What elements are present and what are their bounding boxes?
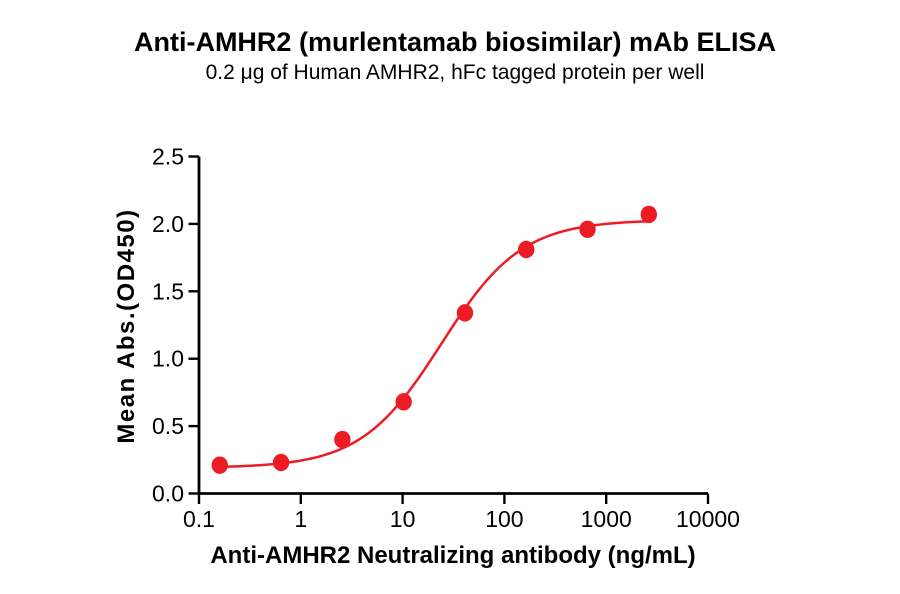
x-axis-label: Anti-AMHR2 Neutralizing antibody (ng/mL): [210, 542, 696, 569]
data-point-dot: [518, 240, 535, 259]
data-point-dot: [579, 220, 596, 238]
x-tick-label: 1000: [581, 506, 632, 532]
fit-curve: [218, 220, 651, 469]
data-point-dot: [211, 456, 228, 474]
tick-group: 0.1 1 10 100 1000 10000 0.0 0.5 1.0 1.5 2.0 2.5: [152, 144, 740, 533]
y-tick-label: 1.5: [152, 278, 184, 304]
y-tick-label: 1.0: [152, 346, 184, 372]
data-points-group: [211, 205, 658, 474]
x-tick-label: 100: [485, 506, 523, 532]
chart-title: Anti-AMHR2 (murlentamab biosimilar) mAb …: [133, 27, 777, 57]
x-tick-label: 10: [390, 506, 416, 532]
y-tick-label: 2.5: [152, 144, 184, 170]
data-point-dot: [272, 453, 290, 472]
chart-subtitle: 0.2 μg of Human AMHR2, hFc tagged protei…: [205, 61, 705, 84]
data-point-dot: [640, 205, 658, 224]
x-tick-label: 1: [294, 506, 307, 532]
y-tick-label: 0.0: [152, 481, 184, 507]
y-tick-label: 0.5: [152, 413, 184, 439]
y-tick-label: 2.0: [152, 211, 184, 237]
data-point-dot: [456, 304, 474, 322]
x-tick-label: 0.1: [183, 506, 215, 532]
data-point-dot: [395, 393, 412, 411]
data-point-dot: [334, 430, 351, 449]
fit-curve-group: [218, 220, 651, 469]
x-tick-label: 10000: [676, 506, 740, 532]
